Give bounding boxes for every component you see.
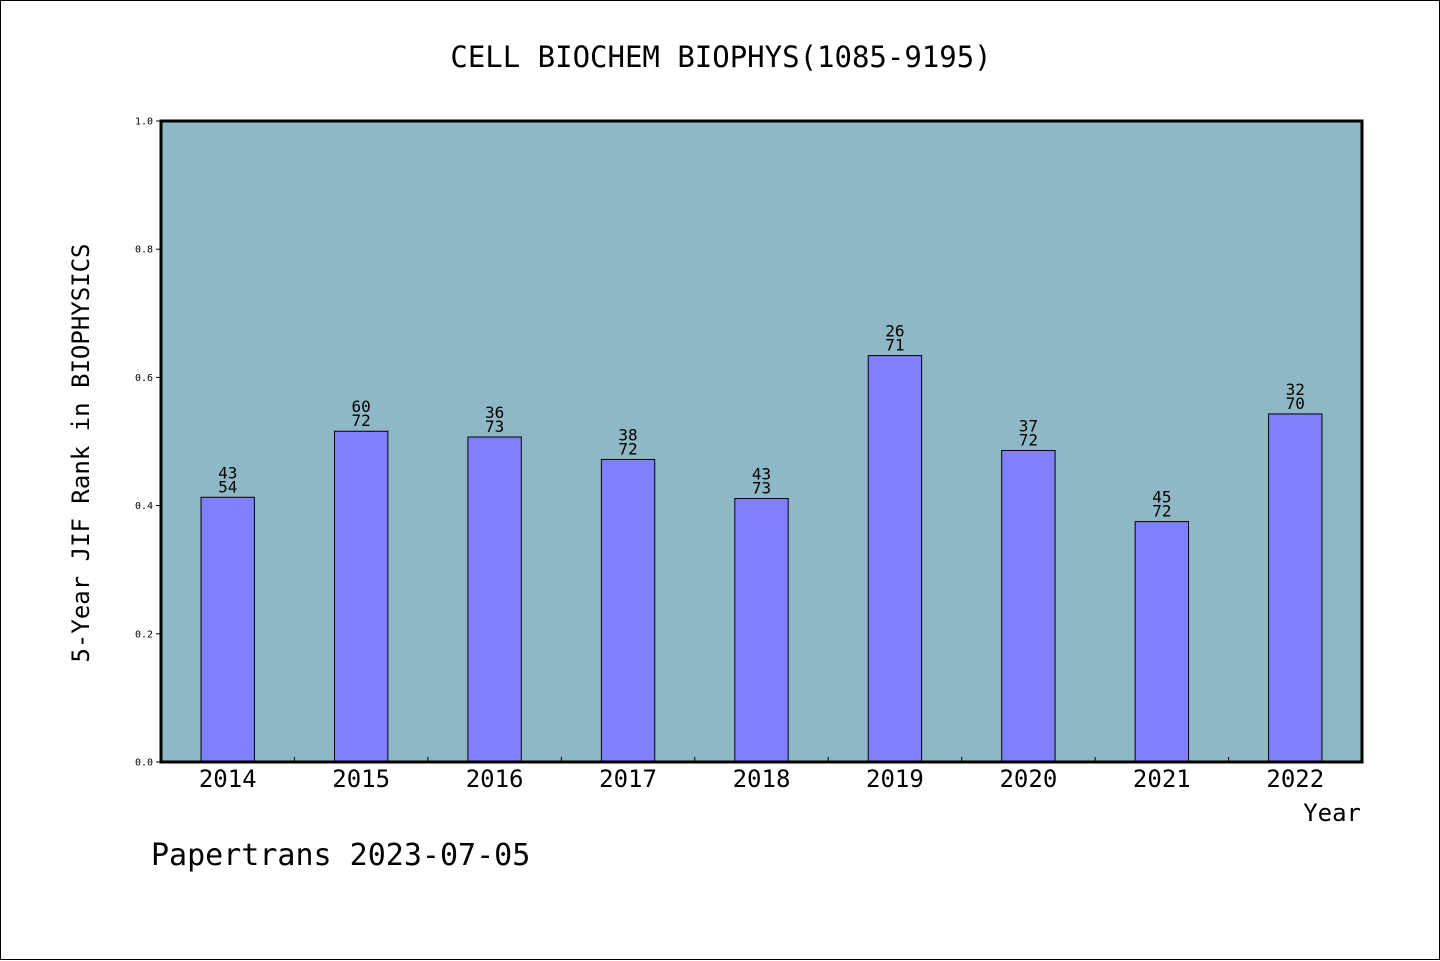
x-tick-label: 2019 [866,765,924,793]
bar-2016 [467,436,522,763]
bar-2020 [1001,449,1056,763]
x-tick-label: 2020 [999,765,1057,793]
plot-border [159,119,1364,764]
bar-total-label: 72 [352,411,371,430]
bar-total-label: 70 [1286,394,1305,413]
bar-rank-label: 32 [1286,380,1305,399]
chart-title: CELL BIOCHEM BIOPHYS(1085-9195) [450,40,991,74]
x-axis: 2014 2015 2016 2017 2018 2019 2020 2021 2022 [199,757,1324,793]
bar-rank-label: 43 [218,463,237,482]
x-tick-label: 2015 [332,765,390,793]
y-tick-label: 0.8 [135,245,153,256]
bar-rank-label: 37 [1019,416,1038,435]
y-tick-label: 0.0 [135,758,153,769]
bar-rank-label: 26 [885,322,904,341]
bar-total-label: 71 [885,336,904,355]
y-tick-label: 1.0 [135,117,153,128]
x-tick-label: 2017 [599,765,657,793]
bar-2014 [200,496,255,763]
bar-rank-label: 60 [352,397,371,416]
x-tick-label: 2021 [1133,765,1191,793]
x-tick-label: 2018 [733,765,791,793]
bar-rank-label: 45 [1152,488,1171,507]
x-axis-label: Year [1303,799,1361,827]
y-axis-label: 5-Year JIF Rank in BIOPHYSICS [67,243,95,662]
bar-rank-label: 38 [618,425,637,444]
y-axis: 0.0 0.2 0.4 0.6 0.8 1.0 [135,117,161,769]
x-tick-label: 2014 [199,765,257,793]
y-tick-label: 0.4 [135,501,153,512]
bar-rank-label: 43 [752,465,771,484]
bars [200,355,1323,763]
y-tick-label: 0.2 [135,629,153,640]
bar-total-label: 73 [752,479,771,498]
bar-rank-label: 36 [485,403,504,422]
y-tick-label: 0.6 [135,373,153,384]
x-tick-label: 2016 [466,765,524,793]
bar-2022 [1268,413,1323,763]
bar-total-label: 73 [485,417,504,436]
bar-2017 [600,458,656,763]
bar-total-label: 72 [618,439,637,458]
bar-2019 [867,355,923,763]
bar-2018 [734,498,789,763]
bar-total-label: 72 [1152,502,1171,521]
x-tick-label: 2022 [1266,765,1324,793]
footer-credit: Papertrans 2023-07-05 [151,838,530,873]
bar-total-label: 72 [1019,430,1038,449]
bar-2021 [1134,521,1190,763]
bar-2015 [333,430,389,763]
bar-total-label: 54 [218,477,237,496]
